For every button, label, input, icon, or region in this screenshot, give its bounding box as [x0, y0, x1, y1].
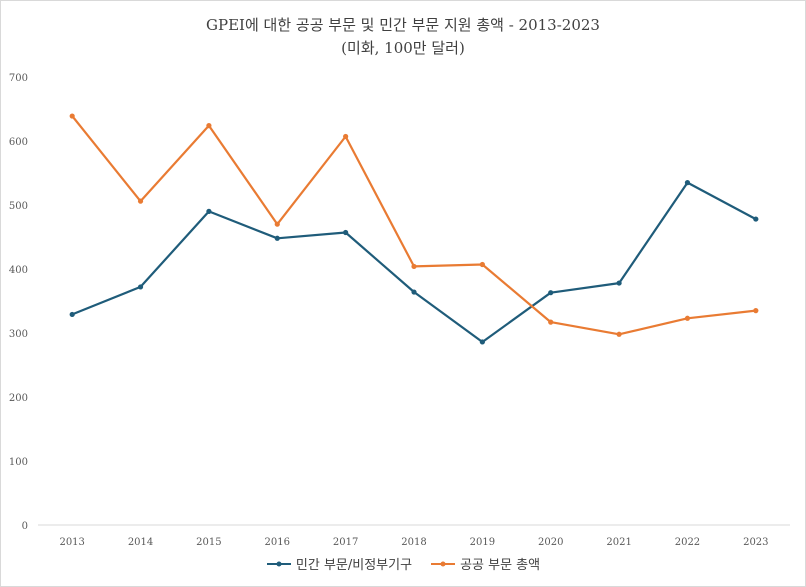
- series-points: [69, 113, 759, 345]
- x-tick-label: 2019: [470, 537, 495, 548]
- x-tick-label: 2014: [128, 537, 153, 548]
- y-tick-label: 100: [9, 457, 28, 468]
- data-point-1: [137, 198, 144, 204]
- x-tick-label: 2015: [196, 537, 221, 548]
- x-tick-label: 2022: [675, 537, 700, 548]
- data-point-1: [479, 261, 485, 268]
- data-point-0: [411, 289, 417, 295]
- chart-legend: 민간 부문/비정부기구 공공 부문 총액: [0, 554, 806, 573]
- data-point-0: [274, 235, 280, 241]
- data-point-1: [548, 319, 554, 325]
- series-line-0: [71, 181, 757, 344]
- legend-label-private: 민간 부문/비정부기구: [295, 558, 413, 573]
- x-tick-label: 2017: [333, 537, 358, 548]
- y-tick-label: 600: [9, 137, 28, 148]
- data-point-1: [684, 315, 691, 321]
- legend-swatch-public: [431, 561, 456, 566]
- data-point-0: [616, 280, 622, 286]
- data-point-1: [343, 133, 349, 140]
- data-point-1: [274, 221, 280, 227]
- data-point-0: [69, 311, 75, 318]
- y-tick-label: 0: [22, 521, 28, 532]
- series-line-1: [71, 114, 757, 336]
- data-point-0: [479, 339, 485, 345]
- data-point-0: [684, 180, 691, 186]
- data-point-0: [753, 216, 759, 222]
- chart-title: GPEI에 대한 공공 부문 및 민간 부문 지원 총액 - 2013-2023: [206, 16, 600, 34]
- x-tick-label: 2020: [538, 537, 563, 548]
- legend-item-public: 공공 부문 총액: [430, 554, 540, 573]
- data-point-0: [206, 208, 212, 214]
- chart-subtitle: (미화, 100만 달러): [341, 39, 465, 57]
- y-tick-label: 300: [9, 329, 28, 340]
- data-point-1: [411, 263, 417, 270]
- legend-swatch-private: [266, 561, 291, 566]
- y-tick-label: 500: [9, 201, 28, 212]
- data-point-1: [206, 123, 212, 129]
- x-tick-label: 2016: [265, 537, 290, 548]
- y-axis-ticks: 0 100 200 300 400 500 600 700: [9, 73, 28, 532]
- series-lines: [71, 114, 757, 344]
- data-point-1: [753, 308, 759, 314]
- x-tick-label: 2021: [606, 537, 631, 548]
- x-tick-label: 2013: [59, 537, 84, 548]
- chart-title-block: GPEI에 대한 공공 부문 및 민간 부문 지원 총액 - 2013-2023…: [0, 14, 806, 60]
- data-point-0: [548, 290, 554, 296]
- data-point-0: [343, 229, 349, 236]
- y-tick-label: 700: [9, 73, 28, 84]
- legend-label-public: 공공 부문 총액: [460, 558, 541, 573]
- data-point-1: [616, 331, 622, 337]
- data-point-0: [137, 284, 144, 290]
- y-tick-label: 200: [9, 393, 28, 404]
- data-point-1: [69, 113, 75, 119]
- y-tick-label: 400: [9, 265, 28, 276]
- x-tick-label: 2023: [743, 537, 768, 548]
- legend-item-private: 민간 부문/비정부기구: [266, 554, 412, 573]
- x-axis-ticks: 2013 2014 2015 2016 2017 2018 2019 2020 2021 2022…: [59, 537, 768, 548]
- x-tick-label: 2018: [401, 537, 426, 548]
